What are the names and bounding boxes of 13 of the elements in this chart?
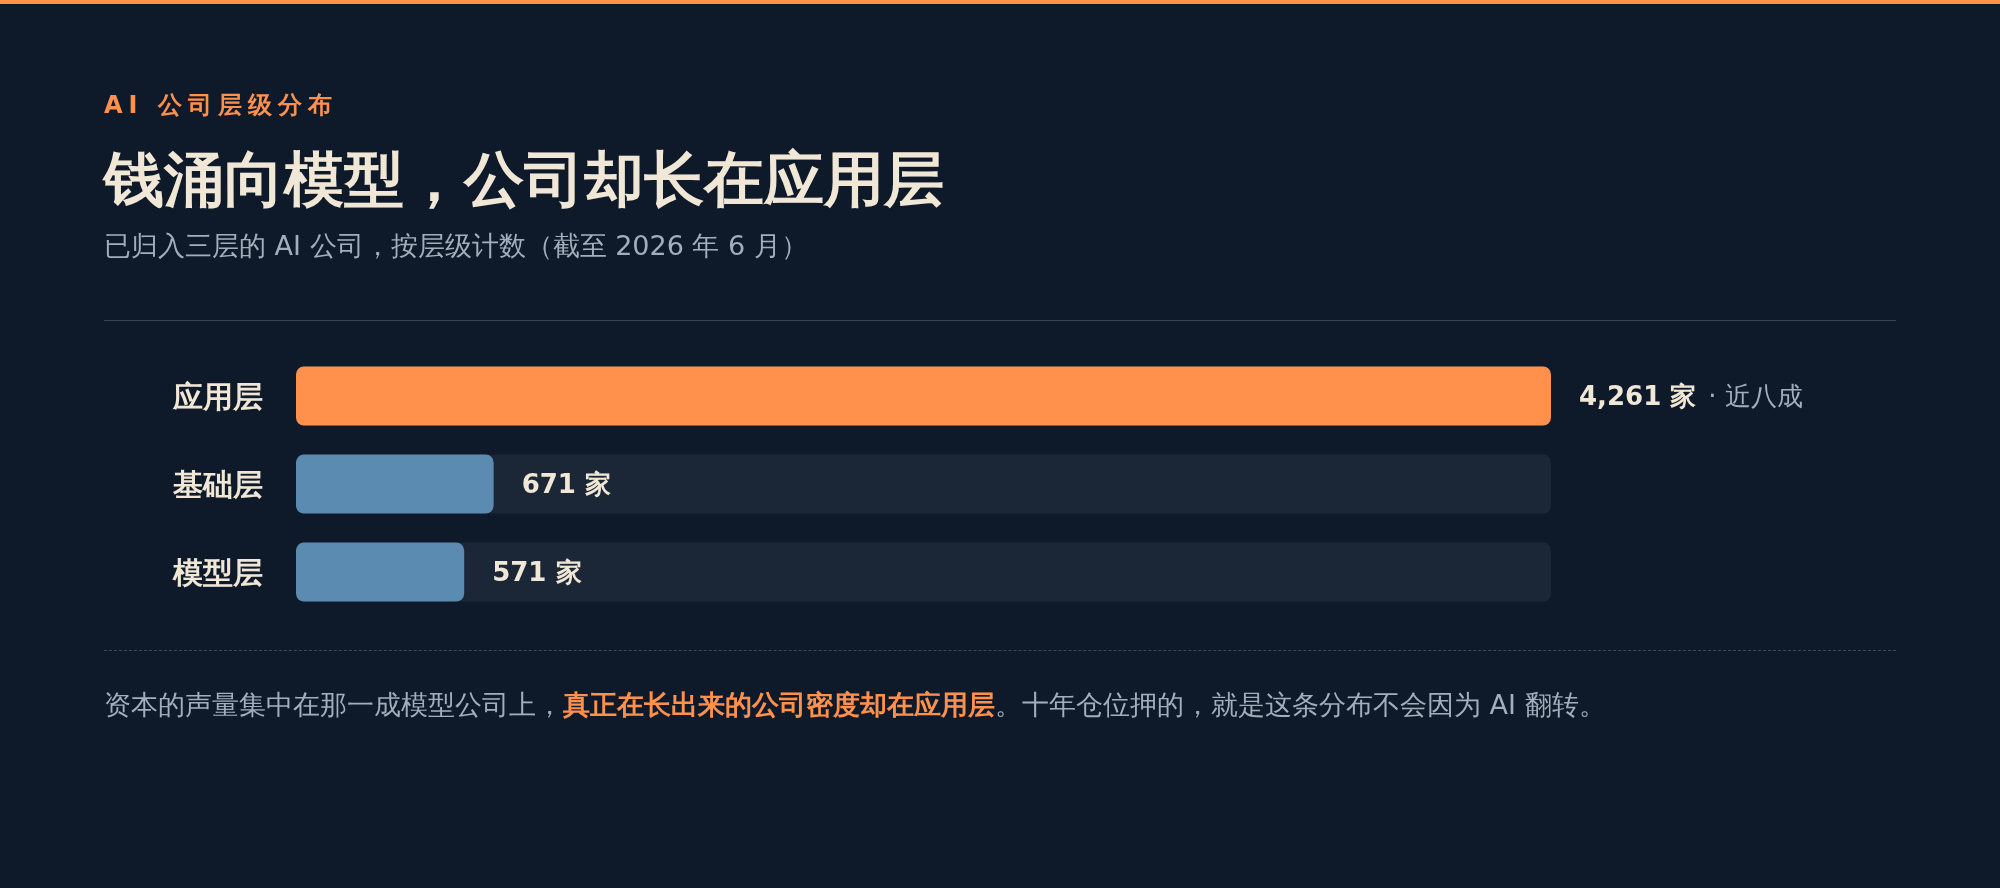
text: 。十年仓位押的，就是这条分布不会因为 AI 翻转。: [995, 689, 1606, 720]
y-tick-label: 应用层: [172, 378, 263, 414]
y-tick-label: 模型层: [172, 554, 263, 590]
text: · 近八成: [1708, 381, 1803, 411]
y-tick-label: 基础层: [172, 466, 263, 502]
data-label: 671 家: [521, 469, 611, 499]
chart-title: 钱涌向模型，公司却长在应用层: [104, 143, 944, 215]
data-label: 4,261 家: [1579, 381, 1697, 411]
data-label: 571 家: [492, 557, 582, 587]
text: 资本的声量集中在那一成模型公司上，: [104, 689, 563, 720]
chart-subtitle: 已归入三层的 AI 公司，按层级计数（截至 2026 年 6 月）: [104, 229, 808, 263]
text: 真正在长出来的公司密度却在应用层: [563, 689, 995, 720]
text: AI 公司层级分布: [104, 90, 338, 121]
